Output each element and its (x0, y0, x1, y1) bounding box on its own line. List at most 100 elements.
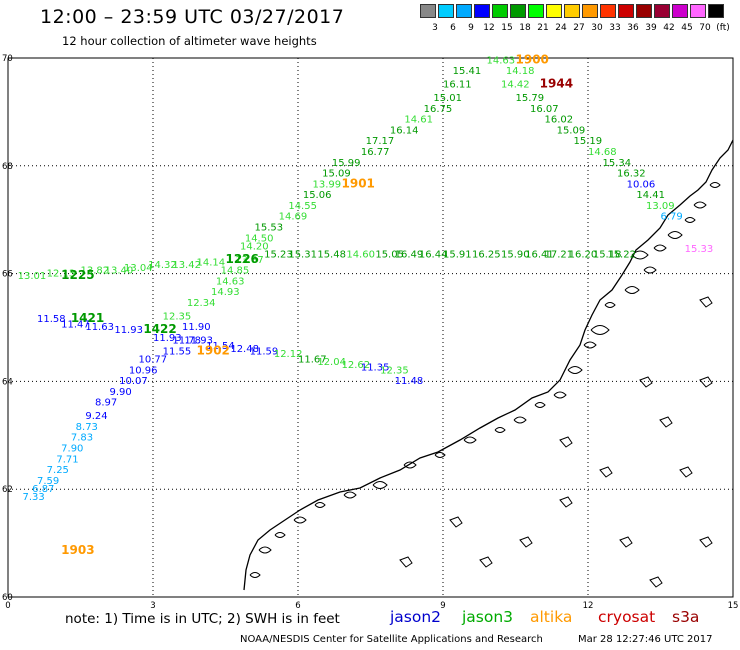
coastline-main (243, 139, 734, 591)
y-tick-label: 60 (2, 593, 13, 603)
island-outline (293, 516, 307, 524)
island-outline (553, 391, 567, 399)
lake-outline (559, 496, 573, 508)
swh-value-label: 14.93 (211, 287, 240, 298)
island-outline (343, 491, 357, 499)
swh-value-label: 7.59 (37, 476, 59, 487)
map-grid (7, 57, 734, 598)
legend-tick-label: (ft) (716, 23, 730, 33)
coastline (243, 139, 734, 591)
generated-timestamp: Mar 28 12:27:46 UTC 2017 (578, 634, 713, 645)
island-outline (583, 341, 597, 349)
legend-swatch (708, 4, 724, 18)
legend-swatch (492, 4, 508, 18)
swh-value-label: 16.41 (525, 249, 554, 260)
swh-value-label: 15.48 (317, 249, 346, 260)
lake-outline (449, 516, 463, 528)
swh-value-label: 16.44 (419, 249, 448, 260)
swh-value-label: 12.35 (163, 311, 192, 322)
legend-swatch (510, 4, 526, 18)
lake-outline (699, 536, 713, 548)
lake-outline (599, 466, 613, 478)
lake-outline (649, 576, 663, 588)
swh-value-label: 16.14 (390, 125, 419, 136)
legend-tick-label: 42 (663, 23, 675, 33)
swh-value-label: 15.34 (603, 158, 632, 169)
lake-outline (399, 556, 413, 568)
swh-value-label: 15.05 (375, 249, 404, 260)
swh-value-label: 13.99 (313, 179, 342, 190)
legend-swatch (456, 4, 472, 18)
swh-value-label: 13.82 (81, 266, 110, 277)
legend-swatch (690, 4, 706, 18)
swh-value-label: 13.42 (172, 260, 201, 271)
swh-value-label: 11.78 (172, 336, 201, 347)
swh-value-label: 15.91 (443, 249, 472, 260)
island-outline (667, 231, 683, 239)
swh-value-label: 16.20 (569, 249, 598, 260)
swh-value-label: 13.04 (124, 263, 153, 274)
lake-outline (639, 376, 653, 388)
swh-value-label: 7.90 (61, 443, 83, 454)
swh-value-label: 11.48 (395, 376, 424, 387)
swh-value-label: 15.23 (264, 249, 293, 260)
swh-value-label: 14.18 (506, 66, 535, 77)
island-outline (693, 201, 707, 209)
legend-swatch (546, 4, 562, 18)
lake-outline (659, 416, 673, 428)
mission-label-jason2: jason2 (390, 608, 442, 626)
island-outline (604, 302, 616, 308)
swh-value-label: 11.63 (85, 322, 114, 333)
swh-value-label: 16.32 (617, 169, 646, 180)
swh-value-label: 13.01 (18, 271, 47, 282)
legend-tick-label: 39 (645, 23, 657, 33)
island-outline (624, 286, 640, 294)
x-tick-label: 6 (295, 601, 300, 611)
swh-value-label: 14.61 (404, 115, 433, 126)
swh-value-label: 10.77 (139, 355, 168, 366)
swh-value-label: 11.93 (184, 336, 213, 347)
swh-value-label: 7.71 (56, 454, 78, 465)
swh-value-label: 15.22 (607, 249, 636, 260)
swh-value-label: 15.09 (322, 169, 351, 180)
legend-tick-label: 36 (627, 23, 639, 33)
swh-value-label: 14.63 (216, 276, 245, 287)
swh-value-label: 16.75 (424, 104, 453, 115)
swh-value-label: 14.60 (346, 249, 375, 260)
swh-value-label: 11.93 (114, 325, 143, 336)
swh-value-label: 6.79 (661, 212, 683, 223)
island-outline (643, 266, 657, 274)
legend-tick-label: 6 (450, 23, 456, 33)
swh-value-label: 12.48 (230, 344, 259, 355)
map-title: 12:00 – 23:59 UTC 03/27/2017 (40, 6, 345, 28)
mission-label-s3a: s3a (672, 608, 700, 626)
swh-value-label: 15.79 (516, 93, 545, 104)
pass-time-label: 1902 (197, 343, 230, 357)
swh-value-label: 15.01 (433, 93, 462, 104)
swh-value-label: 10.06 (627, 179, 656, 190)
mission-label-altika: altika (530, 608, 573, 626)
swh-value-label: 7.33 (23, 492, 45, 503)
island-outline (534, 402, 546, 408)
mission-label-jason3: jason3 (462, 608, 514, 626)
island-outline (513, 416, 527, 424)
swh-value-label: 14.68 (588, 147, 617, 158)
lake-outline (699, 296, 713, 308)
lake-outline (519, 536, 533, 548)
swh-value-label: 7.83 (71, 433, 93, 444)
swh-value-label: 11.47 (61, 320, 90, 331)
swh-value-label: 14.41 (636, 190, 665, 201)
legend-tick-label: 45 (681, 23, 693, 33)
swh-value-label: 11.35 (361, 363, 390, 374)
pass-time-label: 1903 (61, 543, 94, 557)
legend-swatch (474, 4, 490, 18)
lake-outline (479, 556, 493, 568)
island-outline (403, 461, 417, 469)
legend-swatch (636, 4, 652, 18)
legend-tick-label: 27 (573, 23, 585, 33)
legend-tick-label: 70 (699, 23, 711, 33)
island-outline (274, 532, 286, 538)
legend-tick-label: 33 (609, 23, 621, 33)
pass-time-label: 1422 (143, 322, 176, 336)
pass-time-label: 1421 (71, 311, 104, 325)
